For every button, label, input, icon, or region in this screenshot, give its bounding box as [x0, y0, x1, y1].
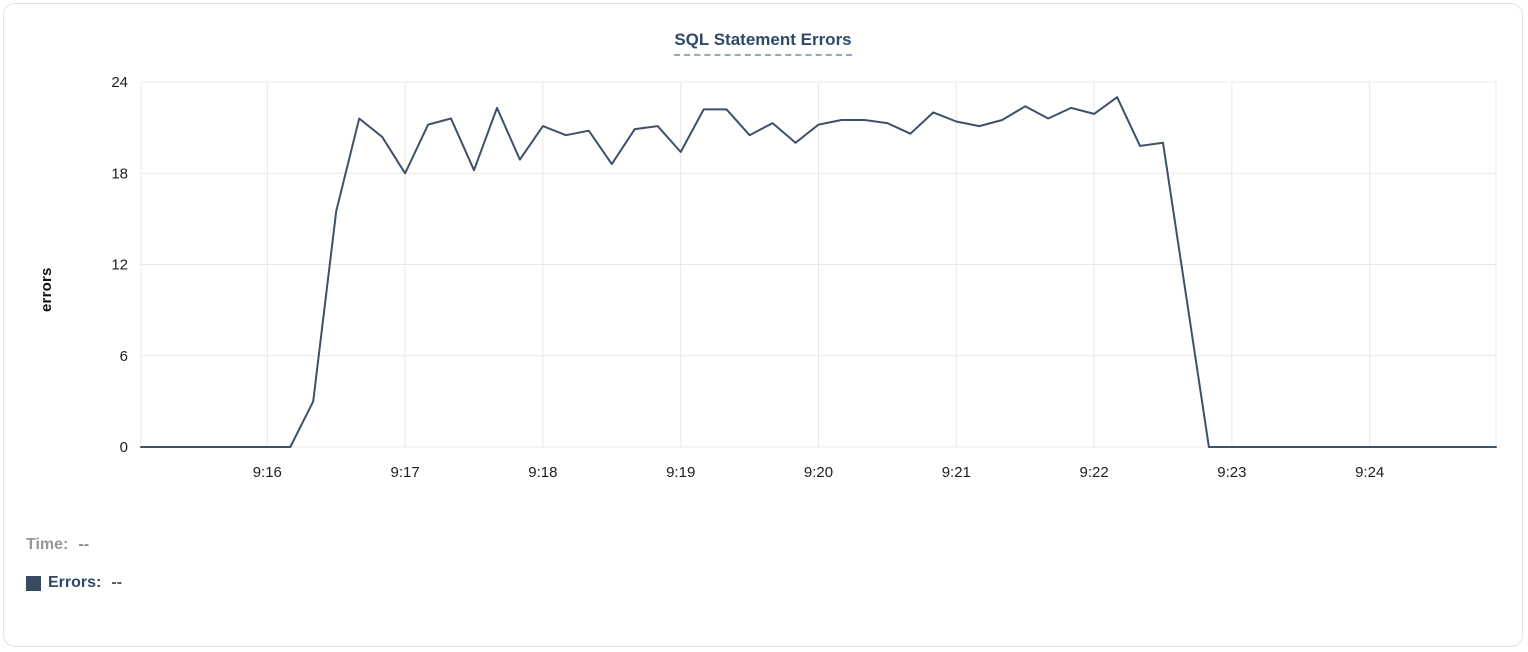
- x-axis-tick: 9:24: [1355, 464, 1384, 481]
- y-axis-tick: 0: [120, 439, 128, 456]
- time-value: --: [78, 536, 90, 553]
- x-axis-tick: 9:19: [666, 464, 695, 481]
- y-axis-tick: 12: [111, 257, 128, 274]
- chart-card: SQL Statement Errors errors 0 6 12 18 24 9:16…: [3, 3, 1523, 647]
- chart-readout: Time: -- Errors: --: [26, 536, 1522, 592]
- x-axis-tick: 9:20: [804, 464, 833, 481]
- x-axis-tick: 9:17: [391, 464, 420, 481]
- errors-value: --: [111, 574, 123, 591]
- line-chart[interactable]: 0 6 12 18 24 9:16 9:17 9:18 9:19 9:20 9:21 9:22 9:23…: [56, 62, 1506, 510]
- x-axis-tick: 9:16: [253, 464, 282, 481]
- errors-label: Errors:: [48, 574, 102, 591]
- y-axis-tick: 6: [120, 348, 128, 365]
- x-axis-tick: 9:23: [1217, 464, 1246, 481]
- time-label: Time:: [26, 536, 69, 553]
- y-axis-label: errors: [38, 267, 55, 312]
- x-axis-tick: 9:18: [528, 464, 557, 481]
- errors-legend-row[interactable]: Errors: --: [26, 574, 1522, 592]
- y-axis-tick: 18: [111, 165, 128, 182]
- chart-area: errors 0 6 12 18 24 9:16 9:17 9:18 9:19 9:20 9:21 9…: [4, 62, 1522, 510]
- y-axis-tick: 24: [111, 74, 128, 91]
- chart-title-link[interactable]: SQL Statement Errors: [674, 30, 852, 56]
- chart-title-row: SQL Statement Errors: [4, 4, 1522, 60]
- time-readout-row: Time: --: [26, 536, 1522, 554]
- errors-series-line: [140, 96, 1497, 448]
- errors-series-swatch: [26, 575, 41, 591]
- x-axis-tick: 9:21: [942, 464, 971, 481]
- x-axis-tick: 9:22: [1079, 464, 1108, 481]
